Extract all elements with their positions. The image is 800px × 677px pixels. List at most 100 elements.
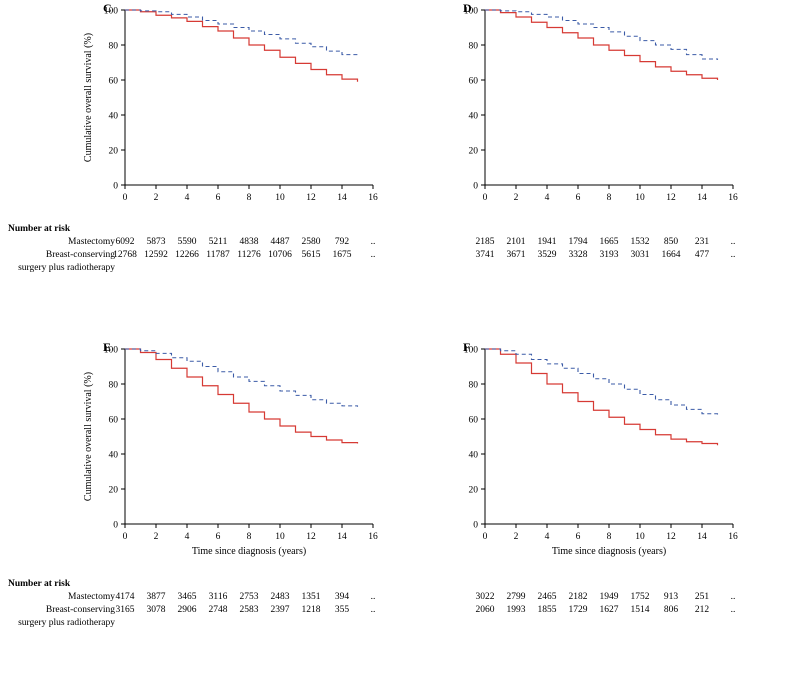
nar-value: 1993 [507, 605, 526, 615]
x-tick-label: 14 [697, 532, 707, 542]
y-tick-label: 20 [469, 486, 479, 496]
y-tick-label: 40 [109, 451, 119, 461]
y-tick-label: 40 [469, 112, 479, 122]
y-tick-label: 20 [109, 486, 119, 496]
y-tick-label: 80 [469, 42, 479, 52]
nar-value: 1351 [302, 592, 321, 602]
nar-value: 2799 [507, 592, 526, 602]
nar-value: 11787 [206, 250, 230, 260]
nar-value: .. [731, 237, 736, 247]
nar-value: 2465 [538, 592, 557, 602]
y-tick-label: 80 [109, 381, 119, 391]
nar-value: 3022 [476, 592, 495, 602]
nar-value: 10706 [268, 250, 292, 260]
y-tick-label: 80 [109, 42, 119, 52]
nar-value: 2182 [569, 592, 588, 602]
y-axis-label: Cumulative overall survival (%) [83, 33, 94, 162]
nar-value: 12266 [175, 250, 199, 260]
nar-value: 1218 [302, 605, 321, 615]
nar-value: 1794 [569, 237, 588, 247]
nar-row-label: Mastectomy [68, 592, 115, 602]
y-tick-label: 80 [469, 381, 479, 391]
x-tick-label: 0 [123, 532, 128, 542]
nar-value: 3529 [538, 250, 557, 260]
nar-value: 5590 [178, 237, 197, 247]
x-tick-label: 4 [545, 532, 550, 542]
x-tick-label: 4 [185, 532, 190, 542]
nar-header: Number at risk [8, 224, 71, 234]
nar-value: 12768 [113, 250, 137, 260]
nar-value: 1514 [631, 605, 650, 615]
x-axis-label: Time since diagnosis (years) [192, 546, 306, 557]
nar-value: 5211 [209, 237, 228, 247]
chart-svg: F0204060801000246810121416Time since dia… [443, 341, 800, 635]
nar-row-label: Breast-conserving [46, 605, 115, 615]
y-tick-label: 0 [113, 182, 118, 192]
panel-D: D020406080100024681012141621852101194117… [443, 2, 743, 280]
series-line-0 [485, 10, 718, 80]
nar-value: 792 [335, 237, 350, 247]
x-tick-label: 0 [123, 193, 128, 203]
nar-value: 1664 [662, 250, 681, 260]
y-tick-label: 60 [109, 77, 119, 87]
x-tick-label: 12 [306, 532, 316, 542]
x-tick-label: 2 [154, 532, 159, 542]
nar-value: 1949 [600, 592, 619, 602]
y-tick-label: 100 [104, 7, 119, 17]
x-tick-label: 10 [275, 532, 285, 542]
nar-value: 1665 [600, 237, 619, 247]
x-tick-label: 2 [154, 193, 159, 203]
y-tick-label: 100 [104, 346, 119, 356]
y-tick-label: 60 [469, 416, 479, 426]
chart-svg: C0204060801000246810121416Cumulative ove… [83, 2, 443, 280]
x-tick-label: 10 [635, 532, 645, 542]
nar-value: .. [731, 250, 736, 260]
nar-value: 3193 [600, 250, 619, 260]
nar-row-label: surgery plus radiotherapy [18, 618, 115, 628]
x-tick-label: 8 [247, 532, 252, 542]
x-tick-label: 6 [216, 193, 221, 203]
nar-value: .. [371, 592, 376, 602]
nar-value: 1532 [631, 237, 650, 247]
y-tick-label: 0 [113, 521, 118, 531]
nar-value: 2397 [271, 605, 290, 615]
x-tick-label: 16 [368, 532, 378, 542]
nar-value: 5615 [302, 250, 321, 260]
nar-value: 4487 [271, 237, 290, 247]
nar-value: 3031 [631, 250, 650, 260]
x-tick-label: 10 [275, 193, 285, 203]
nar-row-label: Breast-conserving [46, 250, 115, 260]
nar-value: 850 [664, 237, 679, 247]
nar-row-label: surgery plus radiotherapy [18, 263, 115, 273]
nar-value: 11276 [237, 250, 261, 260]
series-line-0 [485, 349, 718, 445]
y-tick-label: 20 [469, 147, 479, 157]
nar-value: 2060 [476, 605, 495, 615]
nar-row-label: Mastectomy [68, 237, 115, 247]
nar-value: 1675 [333, 250, 352, 260]
y-tick-label: 40 [469, 451, 479, 461]
nar-value: 4174 [116, 592, 135, 602]
nar-value: .. [371, 605, 376, 615]
nar-value: 3328 [569, 250, 588, 260]
nar-value: 913 [664, 592, 679, 602]
x-tick-label: 6 [216, 532, 221, 542]
x-tick-label: 16 [728, 193, 738, 203]
x-tick-label: 8 [247, 193, 252, 203]
nar-value: 3078 [147, 605, 166, 615]
nar-value: 3741 [476, 250, 495, 260]
series-line-1 [485, 349, 718, 416]
nar-value: 3165 [116, 605, 135, 615]
nar-value: 212 [695, 605, 710, 615]
x-tick-label: 6 [576, 532, 581, 542]
nar-value: 1941 [538, 237, 557, 247]
x-tick-label: 0 [483, 193, 488, 203]
x-tick-label: 10 [635, 193, 645, 203]
chart-svg: E0204060801000246810121416Cumulative ove… [83, 341, 443, 635]
chart-svg: D020406080100024681012141621852101194117… [443, 2, 800, 280]
x-tick-label: 12 [306, 193, 316, 203]
nar-value: 5873 [147, 237, 166, 247]
nar-value: 1729 [569, 605, 588, 615]
x-tick-label: 8 [607, 532, 612, 542]
panel-E: E0204060801000246810121416Cumulative ove… [83, 341, 383, 635]
